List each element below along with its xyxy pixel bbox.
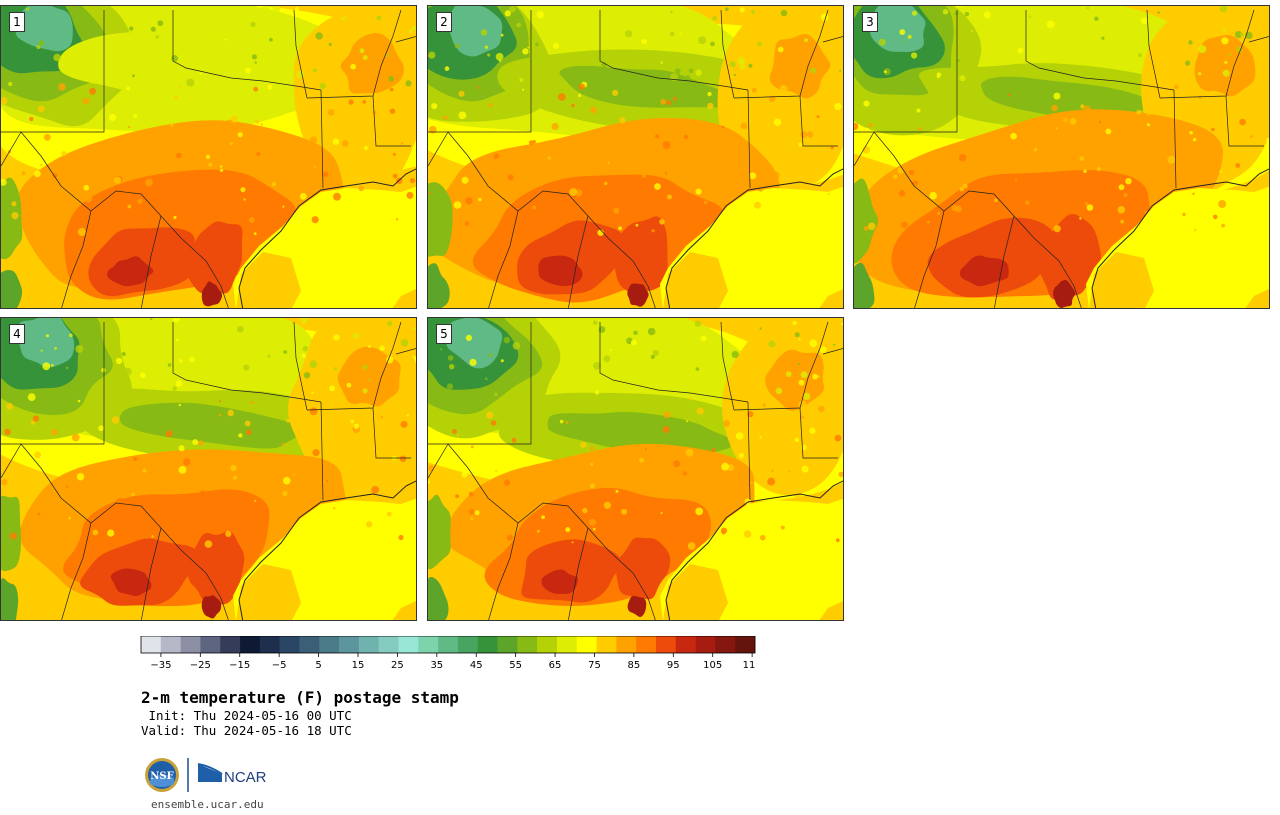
colorbar-swatch xyxy=(200,636,221,653)
temperature-colorbar: −35 −25 −15 −5 5 15 25 35 45 55 65 75 85 95 105 115 xyxy=(140,636,756,671)
member-label-5: 5 xyxy=(436,324,452,344)
temperature-map-2 xyxy=(428,6,843,308)
colorbar-swatch xyxy=(537,636,558,653)
member-label-4: 4 xyxy=(9,324,25,344)
state-borders xyxy=(428,321,843,620)
state-borders xyxy=(428,9,843,308)
colorbar-swatch xyxy=(240,636,261,653)
colorbar-swatch xyxy=(438,636,459,653)
ensemble-member-panel-2: 2 xyxy=(427,5,844,309)
product-title: 2-m temperature (F) postage stamp xyxy=(141,688,459,707)
init-time: Init: Thu 2024-05-16 00 UTC xyxy=(141,708,352,723)
colorbar-swatch xyxy=(180,636,201,653)
member-label-2: 2 xyxy=(436,12,452,32)
state-borders xyxy=(1,9,416,308)
colorbar-swatch xyxy=(418,636,439,653)
colorbar-tick-label: 65 xyxy=(549,660,562,671)
colorbar-tick-label: −15 xyxy=(229,660,250,671)
colorbar-swatch xyxy=(556,636,578,653)
temperature-map-3 xyxy=(854,6,1269,308)
nsf-logo-text: NSF xyxy=(150,771,173,782)
temperature-map-4 xyxy=(1,318,416,620)
sponsor-logos: NSF NCAR xyxy=(145,758,267,792)
colorbar-swatch xyxy=(339,636,360,653)
website-url: ensemble.ucar.edu xyxy=(151,798,264,811)
temperature-field xyxy=(428,318,843,620)
state-borders xyxy=(854,9,1269,308)
member-label-1: 1 xyxy=(9,12,25,32)
temperature-field xyxy=(428,6,843,308)
colorbar-swatch xyxy=(398,636,419,653)
caption: 2-m temperature (F) postage stamp Init: … xyxy=(141,688,459,738)
colorbar-tick-label: 5 xyxy=(315,660,321,671)
colorbar-swatch xyxy=(655,636,677,653)
colorbar-swatch xyxy=(457,636,479,653)
colorbar-swatch xyxy=(358,636,379,653)
colorbar-tick-label: 35 xyxy=(430,660,443,671)
colorbar-tick-label: −5 xyxy=(272,660,287,671)
colorbar-tick-label: −25 xyxy=(190,660,211,671)
colorbar-tick-label: 115 xyxy=(743,660,756,671)
colorbar-swatch xyxy=(220,636,241,653)
temperature-map-1 xyxy=(1,6,416,308)
colorbar-swatch xyxy=(160,636,181,653)
state-borders xyxy=(1,321,416,620)
colorbar-swatch xyxy=(378,636,399,653)
member-label-3: 3 xyxy=(862,12,878,32)
colorbar-tick-label: 15 xyxy=(352,660,365,671)
colorbar-tick-label: 25 xyxy=(391,660,404,671)
colorbar-swatch xyxy=(576,636,597,653)
ensemble-member-panel-4: 4 xyxy=(0,317,417,621)
colorbar-swatch xyxy=(517,636,538,653)
temperature-field xyxy=(854,6,1269,308)
ensemble-member-panel-1: 1 xyxy=(0,5,417,309)
colorbar-swatch xyxy=(319,636,340,653)
colorbar-swatch xyxy=(715,636,736,653)
colorbar-swatch xyxy=(497,636,518,653)
nsf-logo-icon: NSF xyxy=(145,758,179,792)
colorbar-swatch xyxy=(675,636,696,653)
colorbar-swatch xyxy=(596,636,617,653)
valid-time: Valid: Thu 2024-05-16 18 UTC xyxy=(141,723,352,738)
ensemble-member-panel-5: 5 xyxy=(427,317,844,621)
colorbar-swatch xyxy=(141,636,162,653)
temperature-field xyxy=(1,6,416,308)
colorbar-tick-label: 55 xyxy=(509,660,522,671)
colorbar-swatch xyxy=(259,636,280,653)
temperature-field xyxy=(1,318,416,620)
colorbar-tick-label: 75 xyxy=(588,660,601,671)
colorbar-tick-label: 95 xyxy=(667,660,680,671)
colorbar-tick-label: 45 xyxy=(470,660,483,671)
ensemble-member-panel-3: 3 xyxy=(853,5,1270,309)
colorbar-tick-label: −35 xyxy=(150,660,171,671)
temperature-map-5 xyxy=(428,318,843,620)
colorbar-swatch xyxy=(279,636,300,653)
colorbar-swatch xyxy=(695,636,716,653)
colorbar-swatch xyxy=(477,636,498,653)
ncar-logo-text: NCAR xyxy=(224,769,267,786)
ncar-logo-icon: NCAR xyxy=(197,763,267,786)
colorbar-swatch xyxy=(735,636,756,653)
colorbar-tick-label: 105 xyxy=(703,660,722,671)
colorbar-swatch xyxy=(299,636,320,653)
colorbar-tick-label: 85 xyxy=(628,660,641,671)
colorbar-swatch xyxy=(636,636,657,653)
colorbar-swatch xyxy=(616,636,637,653)
